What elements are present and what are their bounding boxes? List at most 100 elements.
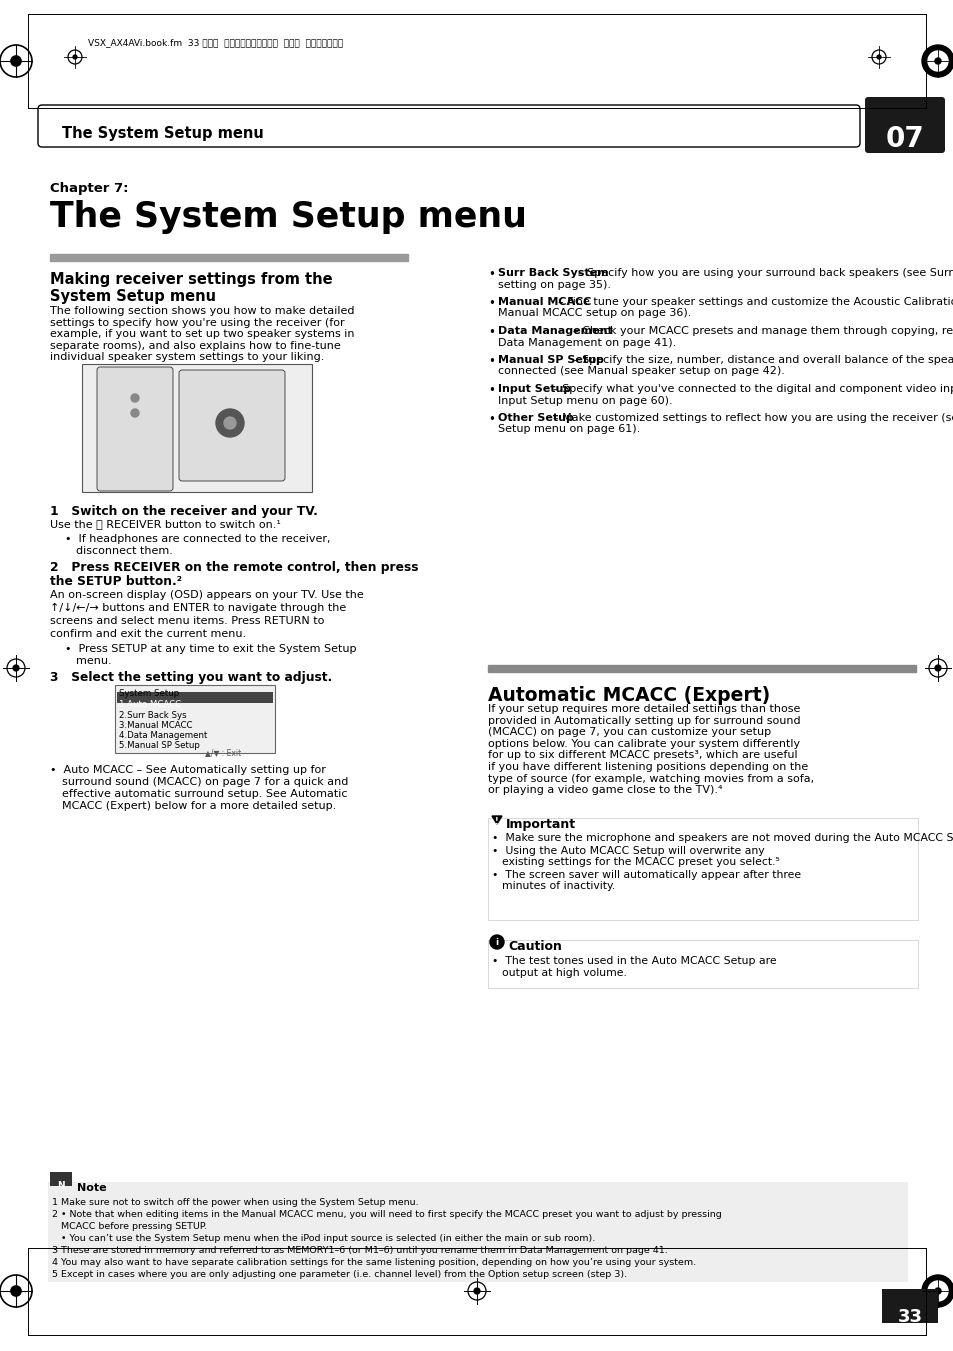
Text: 4 You may also want to have separate calibration settings for the same listening: 4 You may also want to have separate cal… (52, 1258, 696, 1267)
Text: Manual MCACC: Manual MCACC (497, 297, 591, 307)
Text: output at high volume.: output at high volume. (501, 969, 626, 978)
Text: N: N (57, 1181, 65, 1190)
Text: 1 Make sure not to switch off the power when using the System Setup menu.: 1 Make sure not to switch off the power … (52, 1198, 418, 1206)
Text: •: • (488, 413, 495, 426)
Bar (882, 1289, 937, 1323)
Text: setting on page 35).: setting on page 35). (497, 280, 610, 289)
Circle shape (215, 409, 244, 436)
Text: 5.Manual SP Setup: 5.Manual SP Setup (119, 740, 200, 750)
Text: Other Setup: Other Setup (497, 413, 574, 423)
Text: System Setup menu: System Setup menu (50, 289, 215, 304)
Bar (82, 363, 312, 492)
Circle shape (921, 1275, 953, 1306)
Text: Input Setup: Input Setup (497, 384, 571, 394)
Text: The System Setup menu: The System Setup menu (50, 200, 526, 234)
Text: minutes of inactivity.: minutes of inactivity. (501, 881, 615, 892)
Text: Manual SP Setup: Manual SP Setup (497, 355, 603, 365)
Text: Manual MCACC setup on page 36).: Manual MCACC setup on page 36). (497, 308, 691, 319)
Text: 07: 07 (884, 126, 923, 153)
Circle shape (13, 665, 19, 671)
Text: the SETUP button.²: the SETUP button.² (50, 576, 182, 588)
Text: En: En (902, 1323, 915, 1333)
Text: 33: 33 (897, 1308, 922, 1325)
Text: Chapter 7:: Chapter 7: (50, 182, 129, 195)
Bar (48, 1182, 907, 1282)
Text: ↑/↓/←/→ buttons and ENTER to navigate through the: ↑/↓/←/→ buttons and ENTER to navigate th… (50, 603, 346, 613)
Text: Important: Important (505, 817, 576, 831)
Text: Note: Note (77, 1183, 107, 1193)
Text: The System Setup menu: The System Setup menu (62, 126, 263, 141)
Text: connected (see Manual speaker setup on page 42).: connected (see Manual speaker setup on p… (497, 366, 784, 377)
Text: – Check your MCACC presets and manage them through copying, renaming or deleting: – Check your MCACC presets and manage th… (573, 326, 953, 336)
Text: 5 Except in cases where you are only adjusting one parameter (i.e. channel level: 5 Except in cases where you are only adj… (52, 1270, 626, 1279)
Circle shape (921, 45, 953, 77)
Text: – Specify the size, number, distance and overall balance of the speakers you've: – Specify the size, number, distance and… (573, 355, 953, 365)
Text: •  The screen saver will automatically appear after three: • The screen saver will automatically ap… (492, 870, 801, 880)
Text: • You can’t use the System Setup menu when the iPod input source is selected (in: • You can’t use the System Setup menu wh… (52, 1233, 595, 1243)
Text: screens and select menu items. Press RETURN to: screens and select menu items. Press RET… (50, 616, 324, 626)
Circle shape (876, 55, 880, 59)
Text: •  Auto MCACC – See Automatically setting up for: • Auto MCACC – See Automatically setting… (50, 765, 326, 775)
Text: Data Management on page 41).: Data Management on page 41). (497, 338, 676, 347)
Text: 3 These are stored in memory and referred to as MEMORY1–6 (or M1–6) until you re: 3 These are stored in memory and referre… (52, 1246, 667, 1255)
Text: Setup menu on page 61).: Setup menu on page 61). (497, 424, 639, 435)
FancyBboxPatch shape (179, 370, 285, 481)
Circle shape (131, 394, 139, 403)
Text: •  Press SETUP at any time to exit the System Setup: • Press SETUP at any time to exit the Sy… (65, 644, 356, 654)
Text: 2   Press RECEIVER on the remote control, then press: 2 Press RECEIVER on the remote control, … (50, 561, 418, 574)
Text: System Setup: System Setup (119, 689, 179, 698)
Text: MCACC before pressing SETUP.: MCACC before pressing SETUP. (52, 1223, 207, 1231)
Text: Surr Back System: Surr Back System (497, 267, 608, 278)
Text: •: • (488, 267, 495, 281)
Circle shape (73, 55, 77, 59)
Circle shape (934, 58, 940, 63)
Text: If your setup requires more detailed settings than those
provided in Automatical: If your setup requires more detailed set… (488, 704, 813, 796)
Circle shape (11, 1286, 21, 1296)
Text: confirm and exit the current menu.: confirm and exit the current menu. (50, 630, 246, 639)
Text: 1.Auto MCACC: 1.Auto MCACC (119, 700, 181, 709)
Text: •: • (488, 355, 495, 367)
Circle shape (927, 51, 947, 72)
Circle shape (934, 1288, 940, 1294)
Text: 1   Switch on the receiver and your TV.: 1 Switch on the receiver and your TV. (50, 505, 317, 517)
Text: Automatic MCACC (Expert): Automatic MCACC (Expert) (488, 686, 769, 705)
Circle shape (11, 55, 21, 66)
Text: menu.: menu. (76, 657, 112, 666)
Text: •  If headphones are connected to the receiver,: • If headphones are connected to the rec… (65, 534, 330, 544)
Circle shape (490, 935, 503, 948)
Text: Input Setup menu on page 60).: Input Setup menu on page 60). (497, 396, 672, 405)
Text: existing settings for the MCACC preset you select.⁵: existing settings for the MCACC preset y… (501, 857, 779, 867)
Text: Use the ⭘ RECEIVER button to switch on.¹: Use the ⭘ RECEIVER button to switch on.¹ (50, 519, 280, 530)
Bar (115, 685, 274, 753)
Text: – Fine tune your speaker settings and customize the Acoustic Calibration EQ (see: – Fine tune your speaker settings and cu… (558, 297, 953, 307)
Text: MCACC (Expert) below for a more detailed setup.: MCACC (Expert) below for a more detailed… (62, 801, 335, 811)
Text: – Specify what you've connected to the digital and component video inputs (see T: – Specify what you've connected to the d… (553, 384, 953, 394)
Text: 3.Manual MCACC: 3.Manual MCACC (119, 721, 193, 730)
FancyBboxPatch shape (97, 367, 172, 490)
Text: •  The test tones used in the Auto MCACC Setup are: • The test tones used in the Auto MCACC … (492, 957, 776, 966)
Bar (117, 692, 273, 703)
Text: 2.Surr Back Sys: 2.Surr Back Sys (119, 711, 187, 720)
Circle shape (131, 409, 139, 417)
Text: An on-screen display (OSD) appears on your TV. Use the: An on-screen display (OSD) appears on yo… (50, 590, 363, 600)
Text: !: ! (495, 817, 498, 825)
Text: VSX_AX4AVi.book.fm  33 ページ  ２００５年６月２０日  月曜日  午後６時２７分: VSX_AX4AVi.book.fm 33 ページ ２００５年６月２０日 月曜日… (88, 38, 343, 47)
Bar (488, 940, 917, 988)
Text: Making receiver settings from the: Making receiver settings from the (50, 272, 333, 286)
Text: 2 • Note that when editing items in the Manual MCACC menu, you will need to firs: 2 • Note that when editing items in the … (52, 1210, 721, 1219)
Text: Caution: Caution (507, 940, 561, 952)
Polygon shape (492, 816, 501, 824)
Text: Data Management: Data Management (497, 326, 612, 336)
Text: •: • (488, 297, 495, 309)
Text: 3   Select the setting you want to adjust.: 3 Select the setting you want to adjust. (50, 671, 332, 684)
Bar (488, 665, 915, 671)
Bar (50, 254, 408, 261)
Bar (488, 817, 917, 920)
Text: •: • (488, 326, 495, 339)
Text: effective automatic surround setup. See Automatic: effective automatic surround setup. See … (62, 789, 347, 798)
Text: i: i (495, 938, 498, 947)
Bar (50, 1173, 71, 1186)
Text: •: • (488, 384, 495, 397)
Circle shape (934, 665, 940, 671)
Text: •  Using the Auto MCACC Setup will overwrite any: • Using the Auto MCACC Setup will overwr… (492, 846, 763, 857)
